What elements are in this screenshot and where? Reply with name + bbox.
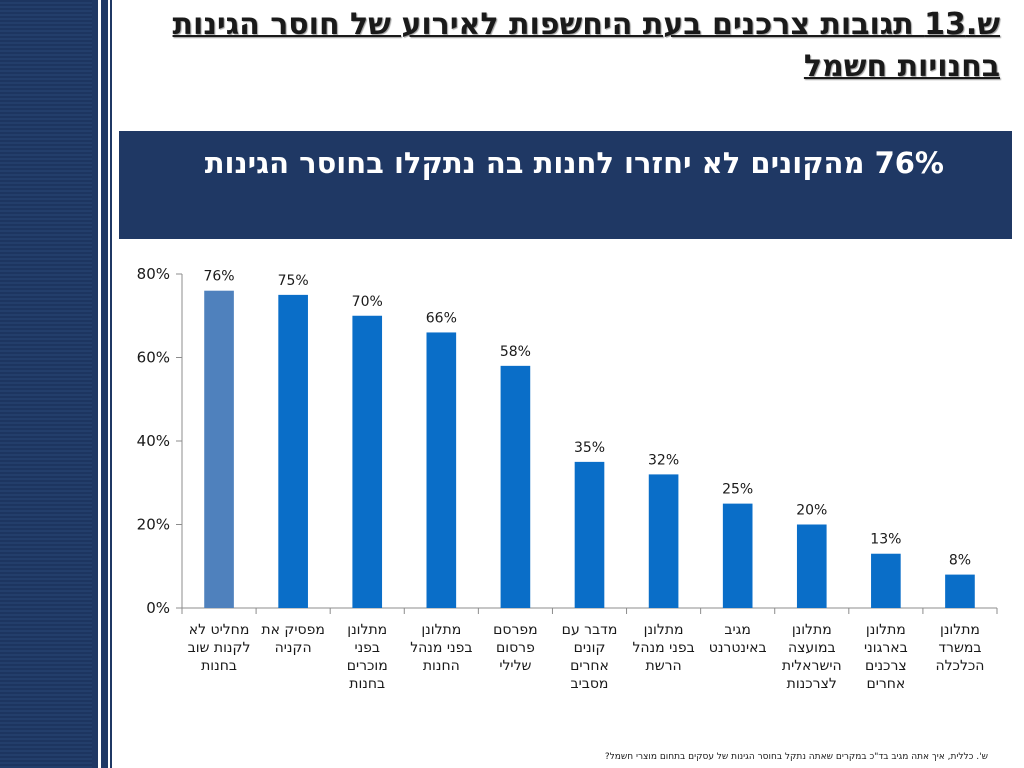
data-label: 76%: [203, 269, 234, 285]
data-label: 20%: [796, 503, 827, 519]
x-tick-label-line: מחליט לא: [189, 622, 250, 638]
bar: [500, 365, 531, 608]
x-tick-label: מתלונן במועצה הישראלית לצרכנות: [782, 622, 842, 692]
x-tick-label-line: החנות: [423, 658, 460, 674]
x-tick-label-line: הישראלית: [782, 658, 842, 674]
x-tick-label-line: בפני מנהל: [632, 640, 694, 656]
side-decoration-bar: [0, 0, 98, 768]
data-label: 35%: [574, 440, 605, 456]
data-label: 8%: [949, 553, 971, 569]
x-tick-label-line: מוכרים: [347, 658, 388, 674]
x-tick-label-line: מתלונן: [644, 622, 684, 638]
x-tick-label-line: מתלונן: [421, 622, 461, 638]
x-tick-label-line: בפני: [354, 640, 380, 656]
bar: [796, 524, 827, 608]
x-tick-label-line: מדבר עם: [562, 622, 618, 638]
x-tick-label-line: מפסיק את: [261, 622, 324, 638]
slide-title: ש.13 תגובות צרכנים בעת היחשפות לאירוע של…: [172, 7, 1000, 84]
bar: [204, 290, 234, 608]
bar: [352, 315, 383, 608]
y-tick-label: 80%: [137, 265, 170, 283]
x-tick-label-line: מפרסם: [493, 622, 538, 638]
x-tick-label-line: מתלונן: [866, 622, 906, 638]
x-tick-label-line: מתלונן: [792, 622, 832, 638]
x-tick-label: מתלונן בפני מנהל החנות: [410, 622, 472, 674]
x-tick-label: מתלונן בארגוני צרכנים אחרים: [864, 622, 908, 692]
x-tick-label: מחליט לא לקנות שוב בחנות: [188, 622, 251, 674]
x-tick-label-line: מגיב: [724, 622, 751, 638]
bar: [945, 574, 975, 608]
y-tick-label: 60%: [137, 349, 170, 367]
data-label: 13%: [870, 532, 901, 548]
data-label: 25%: [722, 482, 753, 498]
x-tick-label: מפרסם פרסום שלילי: [493, 622, 538, 674]
x-tick-label: מפסיק את הקניה: [261, 622, 324, 656]
x-tick-label-line: בחנות: [201, 658, 237, 674]
x-tick-label-line: פרסום: [496, 640, 535, 656]
x-tick-label-line: מתלונן: [347, 622, 387, 638]
x-tick-label-line: צרכנים: [865, 658, 907, 674]
bar: [722, 503, 753, 608]
x-tick-label-line: מתלונן: [940, 622, 980, 638]
x-tick-label: מתלונן במשרד הכלכלה: [935, 622, 984, 674]
bar: [574, 461, 605, 608]
bar: [871, 553, 901, 608]
x-tick-label-line: באינטרנט: [709, 640, 767, 656]
x-tick-label-line: קונים: [574, 640, 606, 656]
x-tick-label-line: בארגוני: [864, 640, 908, 656]
bar-chart: 0% 20% 40% 60% 80% 76% מחליט לא לקנות שוב בחנות 7…: [120, 258, 1010, 718]
y-tick-label: 40%: [137, 432, 170, 450]
bar: [426, 332, 457, 608]
x-tick-label: מדבר עם קונים אחרים מסביב: [562, 622, 618, 692]
x-tick-label-line: מסביב: [571, 676, 609, 692]
data-label: 32%: [648, 452, 679, 468]
side-decoration-stripe-thin: [110, 0, 112, 768]
x-tick-label-line: אחרים: [570, 658, 609, 674]
bar: [278, 294, 308, 608]
x-tick-label-line: בפני מנהל: [410, 640, 472, 656]
x-tick-label-line: במועצה: [788, 640, 836, 656]
data-label: 75%: [278, 273, 309, 289]
y-tick-label: 20%: [137, 516, 170, 534]
side-decoration-stripe: [101, 0, 108, 768]
x-tick-label-line: הקניה: [275, 640, 312, 656]
x-tick-label-line: במשרד: [938, 640, 981, 656]
x-tick-label-line: לצרכנות: [787, 676, 837, 692]
bar-chart-svg: 0% 20% 40% 60% 80% 76% מחליט לא לקנות שוב בחנות 7…: [137, 265, 998, 692]
y-tick-label: 0%: [146, 599, 170, 617]
x-tick-label-line: הרשת: [646, 658, 682, 674]
x-tick-label-line: אחרים: [866, 676, 905, 692]
x-tick-label: מתלונן בפני מוכרים בחנות: [347, 622, 388, 692]
bar: [648, 474, 679, 608]
headline-banner: 76% מהקונים לא יחזרו לחנות בה נתקלו בחוס…: [119, 131, 1012, 239]
x-tick-label-line: לקנות שוב: [188, 640, 251, 656]
x-tick-label: מתלונן בפני מנהל הרשת: [632, 622, 694, 674]
x-tick-label-line: שלילי: [499, 658, 531, 674]
data-label: 66%: [426, 310, 457, 326]
data-label: 58%: [500, 344, 531, 360]
x-tick-label-line: בחנות: [349, 676, 385, 692]
data-label: 70%: [352, 294, 383, 310]
x-tick-label: מגיב באינטרנט: [709, 622, 767, 656]
x-tick-label-line: הכלכלה: [935, 658, 984, 674]
question-footnote: ש'. כללית, איך אתה מגיב בד"כ במקרים שאתה…: [604, 752, 988, 762]
